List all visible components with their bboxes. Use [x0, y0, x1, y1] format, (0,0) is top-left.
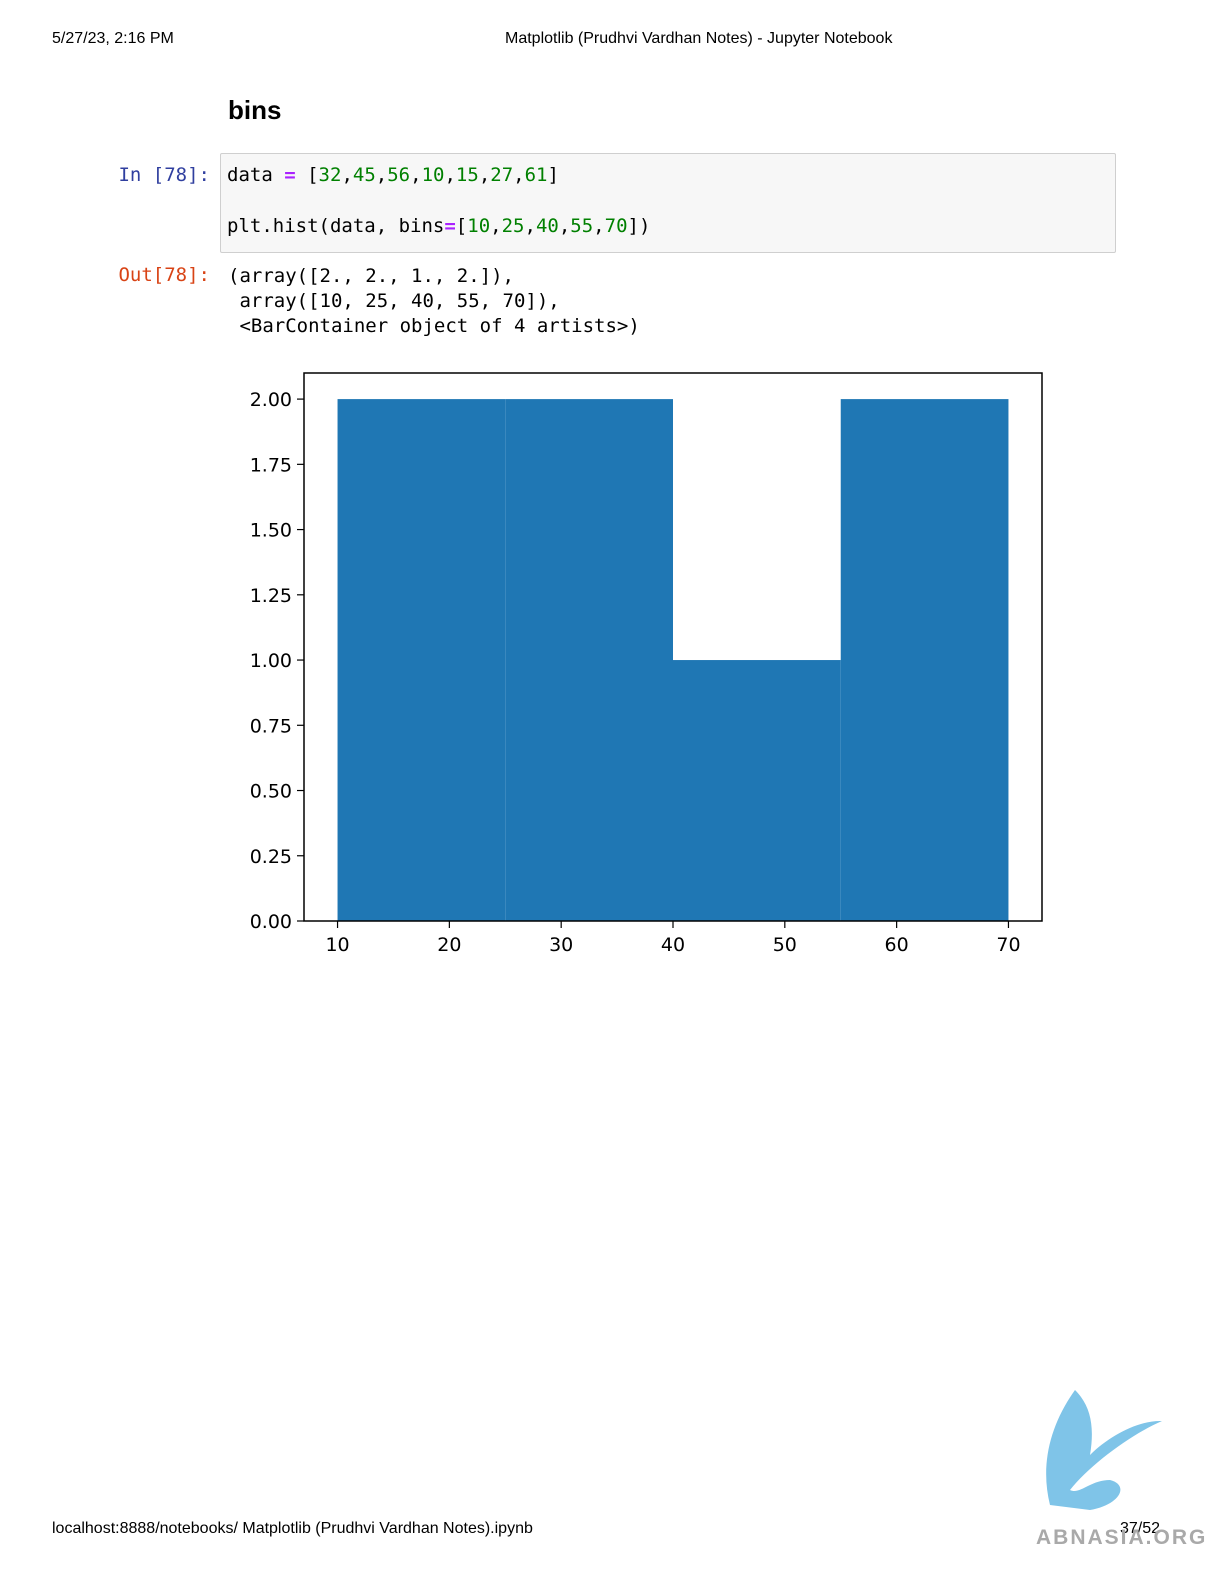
- code-token: 40: [535, 215, 559, 237]
- output-line: array([10, 25, 40, 55, 70]),: [228, 290, 560, 312]
- code-token: ,: [478, 164, 491, 186]
- histogram-bar: [840, 399, 1009, 922]
- code-token: 10: [467, 215, 491, 237]
- code-token: ,: [513, 164, 525, 186]
- code-line: plt.hist(data, bins=[10,25,40,55,70]): [227, 215, 650, 237]
- code-token: ,: [444, 164, 456, 186]
- input-prompt: In [78]:: [118, 164, 210, 186]
- code-token: plt.hist(data, bins: [227, 215, 445, 237]
- histogram-bar: [673, 660, 841, 921]
- x-tick-label: 30: [549, 934, 573, 956]
- x-tick-label: 20: [437, 934, 461, 956]
- code-token: 55: [570, 215, 594, 237]
- logo-shape: [1046, 1390, 1162, 1510]
- output-line: (array([2., 2., 1., 2.]),: [228, 265, 514, 287]
- code-token: 61: [524, 164, 548, 186]
- code-token: ,: [558, 215, 571, 237]
- code-token: 32: [318, 164, 342, 186]
- code-token: ,: [341, 164, 353, 186]
- code-token: ]: [547, 164, 559, 186]
- code-token: =: [284, 164, 296, 186]
- page-number: 37/52: [1120, 1520, 1161, 1537]
- y-tick-label: 2.00: [250, 389, 292, 411]
- y-tick-label: 0.50: [250, 781, 292, 803]
- x-tick-label: 50: [773, 934, 797, 956]
- histogram-chart: 0.00 0.25 0.50 0.75 1.00 1.25 1.50 1.75 2.00 10 20…: [250, 372, 1043, 956]
- y-tick-label: 1.25: [250, 585, 292, 607]
- watermark-logo: [1046, 1390, 1162, 1510]
- code-token: =: [444, 215, 456, 237]
- x-tick-label: 70: [996, 934, 1020, 956]
- code-token: ,: [490, 215, 502, 237]
- code-token: ,: [410, 164, 422, 186]
- y-tick-label: 1.50: [250, 520, 292, 542]
- y-tick-label: 1.00: [250, 650, 292, 672]
- code-token: [: [295, 164, 319, 186]
- code-token: [: [455, 215, 468, 237]
- watermark-text: ABNASIA.ORG: [1036, 1526, 1208, 1549]
- code-cell[interactable]: data = [32,45,56,10,15,27,61] plt.hist(d…: [220, 153, 1116, 253]
- code-line: data = [32,45,56,10,15,27,61]: [227, 164, 559, 186]
- code-token: 25: [501, 215, 525, 237]
- y-tick-label: 0.25: [250, 846, 292, 868]
- code-token: ,: [593, 215, 605, 237]
- code-token: 27: [490, 164, 514, 186]
- print-title: Matplotlib (Prudhvi Vardhan Notes) - Jup…: [505, 30, 893, 47]
- code-token: 15: [455, 164, 479, 186]
- code-token: ,: [375, 164, 388, 186]
- x-tick-label: 40: [661, 934, 685, 956]
- section-heading: bins: [228, 95, 282, 125]
- y-tick-label: 0.75: [250, 715, 292, 737]
- output-line: <BarContainer object of 4 artists>): [228, 315, 640, 337]
- footer-url: localhost:8888/notebooks/ Matplotlib (Pr…: [52, 1520, 533, 1537]
- histogram-bar: [505, 399, 673, 922]
- code-token: 70: [604, 215, 628, 237]
- output-prompt: Out[78]:: [118, 264, 210, 286]
- code-token: data: [227, 164, 285, 186]
- code-token: 56: [387, 164, 411, 186]
- code-token: ]): [627, 215, 651, 237]
- x-tick-label: 10: [325, 934, 349, 956]
- print-date: 5/27/23, 2:16 PM: [52, 30, 174, 47]
- code-token: 10: [421, 164, 445, 186]
- histogram-bar: [337, 399, 506, 922]
- code-token: 45: [352, 164, 376, 186]
- y-tick-label: 1.75: [250, 454, 292, 476]
- y-tick-label: 0.00: [250, 911, 292, 933]
- code-token: ,: [524, 215, 536, 237]
- x-tick-label: 60: [885, 934, 909, 956]
